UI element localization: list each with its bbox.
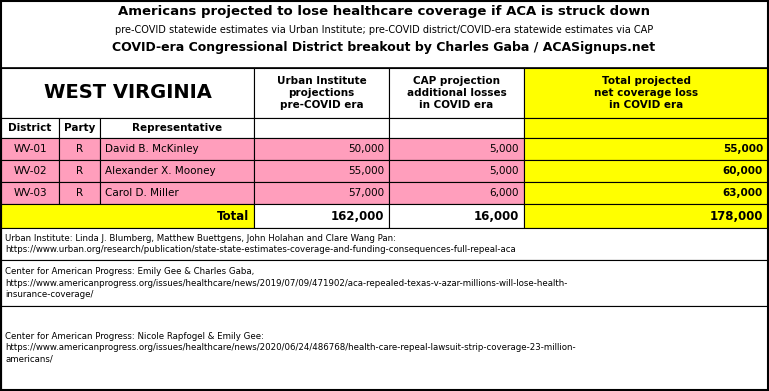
Text: 5,000: 5,000: [490, 166, 519, 176]
Bar: [1, 204, 254, 228]
Text: Urban Institute: Linda J. Blumberg, Matthew Buettgens, John Holahan and Clare Wa: Urban Institute: Linda J. Blumberg, Matt…: [5, 234, 516, 254]
Text: 16,000: 16,000: [474, 210, 519, 222]
Text: Urban Institute
projections
pre-COVID era: Urban Institute projections pre-COVID er…: [277, 75, 366, 110]
Text: Party: Party: [64, 123, 95, 133]
Bar: [100, 182, 254, 204]
Bar: [524, 182, 768, 204]
Bar: [254, 160, 389, 182]
Text: Center for American Progress: Emily Gee & Charles Gaba,
https://www.americanprog: Center for American Progress: Emily Gee …: [5, 267, 568, 299]
Bar: [100, 138, 254, 160]
Bar: [254, 68, 389, 118]
Text: David B. McKinley: David B. McKinley: [105, 144, 198, 154]
Bar: [254, 138, 389, 160]
Text: WEST VIRGINIA: WEST VIRGINIA: [44, 84, 211, 102]
Text: 60,000: 60,000: [723, 166, 763, 176]
Bar: [59, 160, 100, 182]
Text: 55,000: 55,000: [348, 166, 384, 176]
Bar: [59, 182, 100, 204]
Text: 5,000: 5,000: [490, 144, 519, 154]
Bar: [524, 118, 768, 138]
Text: 178,000: 178,000: [710, 210, 763, 222]
Text: Carol D. Miller: Carol D. Miller: [105, 188, 178, 198]
Bar: [1, 68, 254, 118]
Bar: [524, 204, 768, 228]
Text: District: District: [8, 123, 52, 133]
Text: WV-03: WV-03: [13, 188, 47, 198]
Text: R: R: [76, 188, 83, 198]
Bar: [524, 68, 768, 118]
Bar: [389, 160, 524, 182]
Text: 63,000: 63,000: [723, 188, 763, 198]
Bar: [389, 68, 524, 118]
Bar: [1, 182, 59, 204]
Text: R: R: [76, 166, 83, 176]
Bar: [254, 118, 389, 138]
Text: pre-COVID statewide estimates via Urban Institute; pre-COVID district/COVID-era : pre-COVID statewide estimates via Urban …: [115, 25, 653, 35]
Bar: [1, 118, 59, 138]
Bar: [524, 160, 768, 182]
Text: Americans projected to lose healthcare coverage if ACA is struck down: Americans projected to lose healthcare c…: [118, 5, 650, 18]
Bar: [1, 306, 768, 390]
Text: 55,000: 55,000: [723, 144, 763, 154]
Text: Total: Total: [217, 210, 249, 222]
Bar: [389, 138, 524, 160]
Text: WV-01: WV-01: [13, 144, 47, 154]
Bar: [1, 0, 768, 68]
Bar: [389, 204, 524, 228]
Text: Representative: Representative: [132, 123, 222, 133]
Bar: [524, 138, 768, 160]
Text: CAP projection
additional losses
in COVID era: CAP projection additional losses in COVI…: [407, 75, 506, 110]
Text: WV-02: WV-02: [13, 166, 47, 176]
Text: Total projected
net coverage loss
in COVID era: Total projected net coverage loss in COV…: [594, 75, 698, 110]
Bar: [1, 138, 59, 160]
Bar: [389, 118, 524, 138]
Bar: [100, 118, 254, 138]
Text: 162,000: 162,000: [331, 210, 384, 222]
Bar: [59, 118, 100, 138]
Text: COVID-era Congressional District breakout by Charles Gaba / ACASignups.net: COVID-era Congressional District breakou…: [112, 41, 655, 54]
Bar: [254, 182, 389, 204]
Bar: [1, 228, 768, 260]
Bar: [100, 160, 254, 182]
Bar: [59, 138, 100, 160]
Bar: [389, 182, 524, 204]
Text: 57,000: 57,000: [348, 188, 384, 198]
Text: Alexander X. Mooney: Alexander X. Mooney: [105, 166, 215, 176]
Text: Center for American Progress: Nicole Rapfogel & Emily Gee:
https://www.americanp: Center for American Progress: Nicole Rap…: [5, 332, 576, 364]
Text: 50,000: 50,000: [348, 144, 384, 154]
Bar: [254, 204, 389, 228]
Bar: [1, 160, 59, 182]
Text: R: R: [76, 144, 83, 154]
Text: 6,000: 6,000: [490, 188, 519, 198]
Bar: [1, 260, 768, 306]
